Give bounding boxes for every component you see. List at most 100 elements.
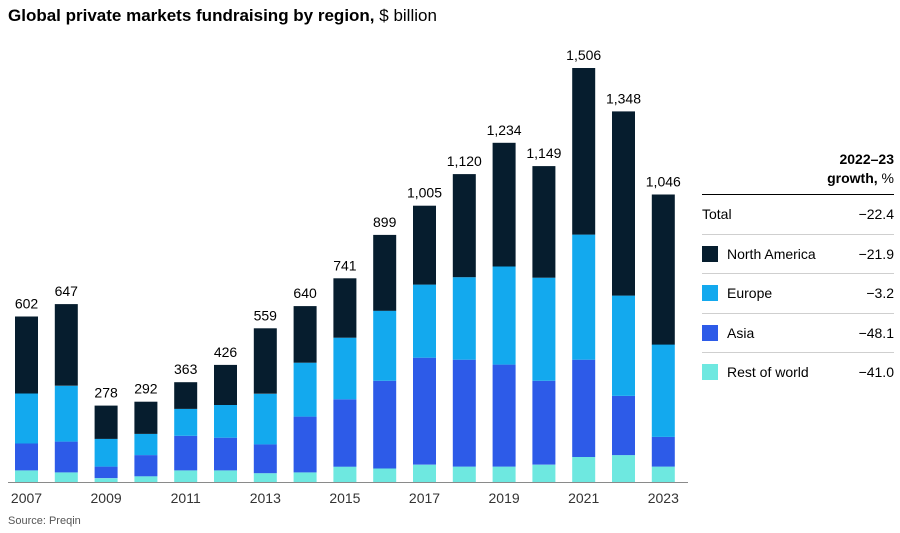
legend-swatch-north-america	[702, 245, 718, 262]
chart-unit: $ billion	[379, 6, 437, 25]
bar-rest-of-world-2007	[15, 470, 38, 482]
bar-rest-of-world-2023	[651, 466, 675, 482]
legend-label-north-america: North America	[727, 245, 816, 262]
total-label-2021: 1,506	[566, 47, 601, 63]
legend-rows: Total −22.4 North America −21.9 Europe −3.2 As…	[702, 194, 894, 392]
x-tick-label-2009: 2009	[91, 490, 122, 506]
bar-north-america-2015	[333, 278, 357, 338]
bar-asia-2012	[214, 437, 237, 471]
total-label-2015: 741	[333, 257, 357, 273]
bar-europe-2015	[333, 337, 357, 400]
x-tick-label-2015: 2015	[329, 490, 360, 506]
legend-row-asia: Asia −48.1	[702, 312, 894, 353]
bar-asia-2022	[612, 396, 635, 456]
x-tick-label-2021: 2021	[568, 490, 599, 506]
bar-rest-of-world-2019	[492, 466, 516, 482]
bar-asia-2019	[492, 364, 516, 467]
bar-north-america-2008	[54, 304, 78, 386]
legend-header-growth-label: growth,	[827, 170, 878, 186]
bar-asia-2017	[413, 357, 436, 465]
bar-north-america-2009	[94, 405, 118, 439]
bar-north-america-2018	[452, 174, 476, 278]
total-label-2016: 899	[373, 214, 397, 230]
legend-row-total: Total −22.4	[702, 194, 894, 234]
bar-north-america-2021	[572, 68, 596, 235]
bar-rest-of-world-2010	[134, 476, 158, 482]
legend-swatch-asia	[702, 324, 718, 341]
bar-rest-of-world-2009	[94, 478, 118, 482]
legend-table: 2022–23 growth, % Total −22.4 North Americ…	[702, 150, 894, 392]
source-note: Source: Preqin	[8, 515, 81, 527]
bar-europe-2012	[214, 405, 237, 438]
bar-europe-2016	[373, 310, 397, 381]
bar-rest-of-world-2014	[293, 472, 317, 482]
bar-rest-of-world-2016	[373, 468, 397, 482]
bar-asia-2014	[293, 416, 317, 473]
bar-asia-2009	[94, 466, 118, 479]
legend-row-north-america: North America −21.9	[702, 233, 894, 274]
total-label-2020: 1,149	[526, 145, 561, 161]
bar-rest-of-world-2021	[572, 457, 596, 482]
bar-europe-2018	[452, 277, 476, 360]
x-tick-label-2007: 2007	[11, 490, 42, 506]
bar-north-america-2007	[15, 316, 38, 394]
bar-rest-of-world-2012	[214, 470, 237, 482]
bar-north-america-2011	[174, 382, 198, 409]
total-label-2009: 278	[94, 385, 118, 401]
bar-europe-2017	[413, 284, 436, 358]
legend-swatch-rest-of-world	[702, 364, 718, 381]
legend-label-europe: Europe	[727, 285, 773, 302]
x-tick-label-2013: 2013	[250, 490, 281, 506]
legend-row-rest-of-world: Rest of world −41.0	[702, 352, 894, 392]
bar-europe-2009	[94, 438, 118, 467]
bar-north-america-2014	[293, 306, 317, 363]
bar-europe-2019	[492, 266, 516, 365]
bar-rest-of-world-2022	[612, 455, 635, 482]
legend-value-europe: −3.2	[866, 285, 894, 302]
bar-europe-2008	[54, 385, 78, 442]
chart-title: Global private markets fundraising by re…	[8, 6, 437, 26]
total-label-2010: 292	[134, 381, 158, 397]
legend-swatch-europe	[702, 285, 718, 302]
bar-europe-2011	[174, 408, 198, 436]
bar-north-america-2012	[214, 364, 237, 405]
bar-north-america-2022	[612, 111, 635, 296]
legend-value-total: −22.4	[858, 206, 894, 223]
bar-rest-of-world-2008	[54, 472, 78, 482]
total-label-2017: 1,005	[407, 185, 442, 201]
bar-north-america-2019	[492, 142, 516, 267]
bar-rest-of-world-2018	[452, 466, 476, 482]
bar-north-america-2016	[373, 234, 397, 311]
bar-asia-2015	[333, 399, 357, 467]
x-tick-label-2019: 2019	[489, 490, 520, 506]
bar-north-america-2010	[134, 401, 158, 434]
bar-rest-of-world-2015	[333, 466, 357, 482]
bar-north-america-2013	[253, 328, 277, 394]
bar-rest-of-world-2020	[532, 464, 556, 482]
legend-value-north-america: −21.9	[858, 245, 894, 262]
bar-asia-2021	[572, 359, 596, 457]
bar-europe-2014	[293, 362, 317, 417]
legend-label-total: Total	[702, 206, 732, 223]
legend-header-growth: growth, %	[702, 169, 894, 188]
bar-europe-2021	[572, 234, 596, 360]
legend-row-europe: Europe −3.2	[702, 273, 894, 313]
bar-europe-2022	[612, 295, 635, 396]
x-tick-label-2011: 2011	[171, 490, 201, 506]
bar-rest-of-world-2011	[174, 470, 198, 482]
bar-asia-2010	[134, 455, 158, 477]
bar-asia-2016	[373, 380, 397, 469]
total-label-2011: 363	[174, 361, 198, 377]
legend-header-period: 2022–23	[839, 151, 894, 167]
total-label-2018: 1,120	[447, 153, 482, 169]
x-tick-label-2017: 2017	[409, 490, 440, 506]
legend-header-unit: %	[881, 170, 894, 186]
bar-asia-2013	[253, 444, 277, 474]
total-label-2008: 647	[55, 283, 79, 299]
total-label-2012: 426	[214, 344, 238, 360]
total-label-2007: 602	[15, 296, 39, 312]
bar-europe-2020	[532, 277, 556, 381]
legend-label-rest-of-world: Rest of world	[727, 364, 809, 381]
bar-rest-of-world-2013	[253, 473, 277, 482]
